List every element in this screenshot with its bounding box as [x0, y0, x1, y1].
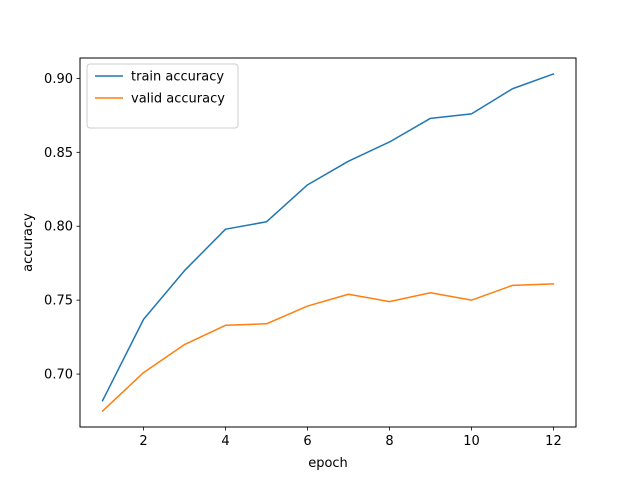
y-tick-label: 0.75: [44, 294, 73, 309]
legend: train accuracy valid accuracy: [86, 63, 239, 129]
legend-label-train: train accuracy: [131, 70, 224, 85]
x-tick-label: 10: [463, 434, 480, 449]
x-tick-label: 6: [303, 434, 311, 449]
x-tick-label: 12: [545, 434, 562, 449]
x-tick-label: 8: [385, 434, 393, 449]
x-tick-label: 2: [139, 434, 147, 449]
plot-frame: [79, 57, 577, 428]
y-tick-label: 0.85: [44, 146, 73, 161]
series-line-train: [101, 73, 555, 402]
legend-box: [86, 63, 239, 129]
axis-ticks: 2 4 6 8 10 12 0.70 0.75 0.80 0.85 0.90: [44, 72, 562, 449]
y-tick-label: 0.90: [44, 72, 73, 87]
series-line-valid: [101, 283, 555, 413]
y-axis-label: accuracy: [21, 213, 36, 272]
y-tick-label: 0.80: [44, 220, 73, 235]
legend-label-valid: valid accuracy: [131, 92, 225, 107]
x-tick-label: 4: [221, 434, 229, 449]
x-axis-label: epoch: [308, 456, 348, 471]
series-lines: [101, 73, 555, 413]
y-tick-label: 0.70: [44, 368, 73, 383]
